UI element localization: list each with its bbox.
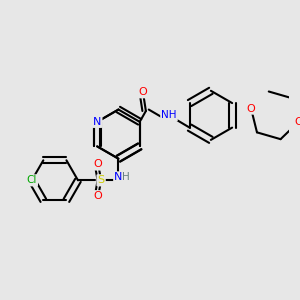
Text: Cl: Cl: [27, 175, 37, 185]
Text: O: O: [94, 191, 103, 201]
Text: O: O: [294, 117, 300, 127]
Text: NH: NH: [161, 110, 177, 120]
Text: O: O: [247, 103, 255, 113]
Text: O: O: [139, 87, 147, 97]
Text: O: O: [94, 159, 103, 170]
Text: N: N: [114, 172, 123, 182]
Text: N: N: [93, 117, 101, 127]
Text: S: S: [98, 175, 105, 185]
Text: H: H: [122, 172, 130, 182]
